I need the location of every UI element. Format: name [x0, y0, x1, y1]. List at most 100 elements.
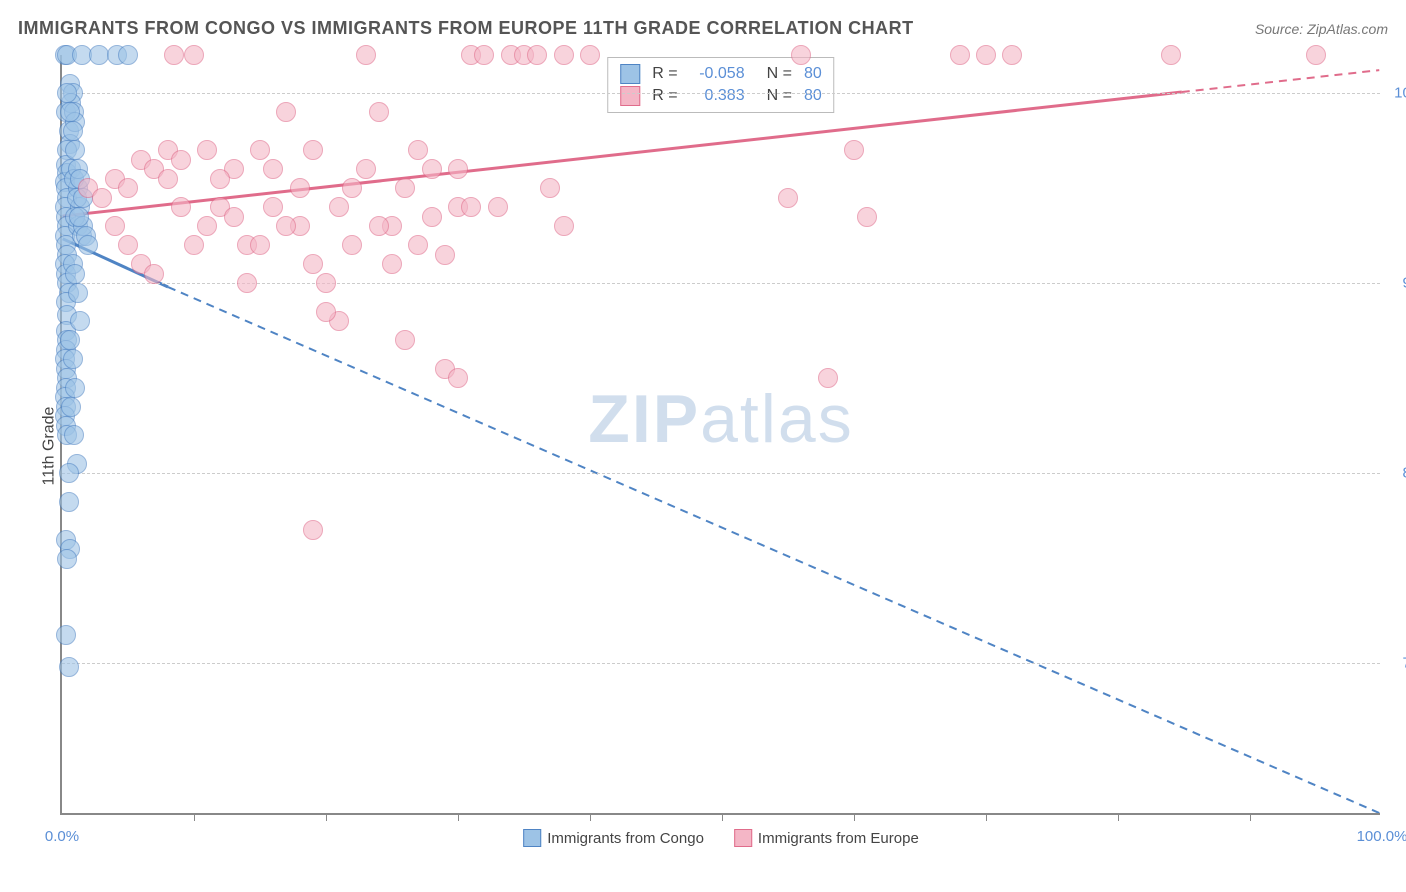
data-point	[580, 45, 600, 65]
legend-label: Immigrants from Congo	[547, 830, 704, 847]
data-point	[118, 235, 138, 255]
data-point	[1002, 45, 1022, 65]
data-point	[65, 264, 85, 284]
data-point	[250, 235, 270, 255]
data-point	[329, 197, 349, 217]
data-point	[408, 235, 428, 255]
x-tick-mark	[194, 813, 195, 821]
data-point	[461, 197, 481, 217]
data-point	[57, 83, 77, 103]
stat-r-value: -0.058	[690, 65, 745, 83]
trend-line-dashed	[168, 287, 1379, 813]
data-point	[105, 216, 125, 236]
y-tick-label: 70.0%	[1402, 655, 1406, 672]
x-tick-mark	[1250, 813, 1251, 821]
gridline	[62, 663, 1380, 664]
chart-header: IMMIGRANTS FROM CONGO VS IMMIGRANTS FROM…	[18, 18, 1388, 39]
data-point	[237, 273, 257, 293]
chart-title: IMMIGRANTS FROM CONGO VS IMMIGRANTS FROM…	[18, 18, 914, 39]
data-point	[78, 235, 98, 255]
data-point	[818, 368, 838, 388]
data-point	[118, 178, 138, 198]
stat-n-value: 80	[804, 65, 822, 83]
data-point	[89, 45, 109, 65]
data-point	[184, 235, 204, 255]
data-point	[184, 45, 204, 65]
data-point	[64, 425, 84, 445]
data-point	[92, 188, 112, 208]
stats-row: R = -0.058 N = 80	[620, 64, 821, 84]
data-point	[435, 245, 455, 265]
x-tick-label: 100.0%	[1357, 828, 1406, 845]
x-tick-mark	[722, 813, 723, 821]
data-point	[164, 45, 184, 65]
data-point	[474, 45, 494, 65]
data-point	[303, 520, 323, 540]
legend-swatch	[620, 86, 640, 106]
data-point	[65, 140, 85, 160]
x-tick-mark	[1118, 813, 1119, 821]
data-point	[171, 197, 191, 217]
stats-legend-box: R =-0.058N =80R =0.383N =80	[607, 57, 834, 113]
data-point	[303, 140, 323, 160]
data-point	[197, 216, 217, 236]
data-point	[57, 549, 77, 569]
data-point	[224, 207, 244, 227]
data-point	[778, 188, 798, 208]
legend-swatch	[523, 829, 541, 847]
data-point	[60, 330, 80, 350]
stat-r-label: R =	[652, 65, 677, 83]
data-point	[1306, 45, 1326, 65]
data-point	[369, 216, 389, 236]
data-point	[59, 657, 79, 677]
data-point	[290, 178, 310, 198]
data-point	[69, 207, 89, 227]
gridline	[62, 473, 1380, 474]
legend-label: Immigrants from Europe	[758, 830, 919, 847]
data-point	[263, 197, 283, 217]
data-point	[976, 45, 996, 65]
chart-source: Source: ZipAtlas.com	[1255, 21, 1388, 37]
data-point	[369, 102, 389, 122]
x-tick-mark	[590, 813, 591, 821]
data-point	[68, 283, 88, 303]
y-tick-label: 80.0%	[1402, 465, 1406, 482]
stat-r-value: 0.383	[690, 87, 745, 105]
data-point	[316, 302, 336, 322]
data-point	[950, 45, 970, 65]
y-tick-label: 90.0%	[1402, 275, 1406, 292]
legend-swatch	[620, 64, 640, 84]
bottom-legend: Immigrants from Congo Immigrants from Eur…	[523, 829, 919, 847]
watermark: ZIPatlas	[588, 380, 853, 458]
data-point	[171, 150, 191, 170]
data-point	[422, 207, 442, 227]
data-point	[276, 216, 296, 236]
data-point	[56, 625, 76, 645]
gridline	[62, 93, 1380, 94]
stat-n-label: N =	[767, 65, 792, 83]
data-point	[408, 140, 428, 160]
data-point	[448, 368, 468, 388]
data-point	[65, 378, 85, 398]
data-point	[540, 178, 560, 198]
data-point	[250, 140, 270, 160]
chart-plot-area: ZIPatlas R =-0.058N =80R =0.383N =80 Imm…	[60, 55, 1380, 815]
x-tick-label: 0.0%	[45, 828, 79, 845]
data-point	[554, 216, 574, 236]
stat-r-label: R =	[652, 87, 677, 105]
x-tick-mark	[326, 813, 327, 821]
data-point	[356, 45, 376, 65]
data-point	[448, 159, 468, 179]
data-point	[59, 463, 79, 483]
data-point	[791, 45, 811, 65]
data-point	[118, 45, 138, 65]
data-point	[59, 492, 79, 512]
data-point	[395, 178, 415, 198]
data-point	[422, 159, 442, 179]
data-point	[488, 197, 508, 217]
data-point	[395, 330, 415, 350]
data-point	[197, 140, 217, 160]
data-point	[342, 235, 362, 255]
stat-n-value: 80	[804, 87, 822, 105]
gridline	[62, 283, 1380, 284]
